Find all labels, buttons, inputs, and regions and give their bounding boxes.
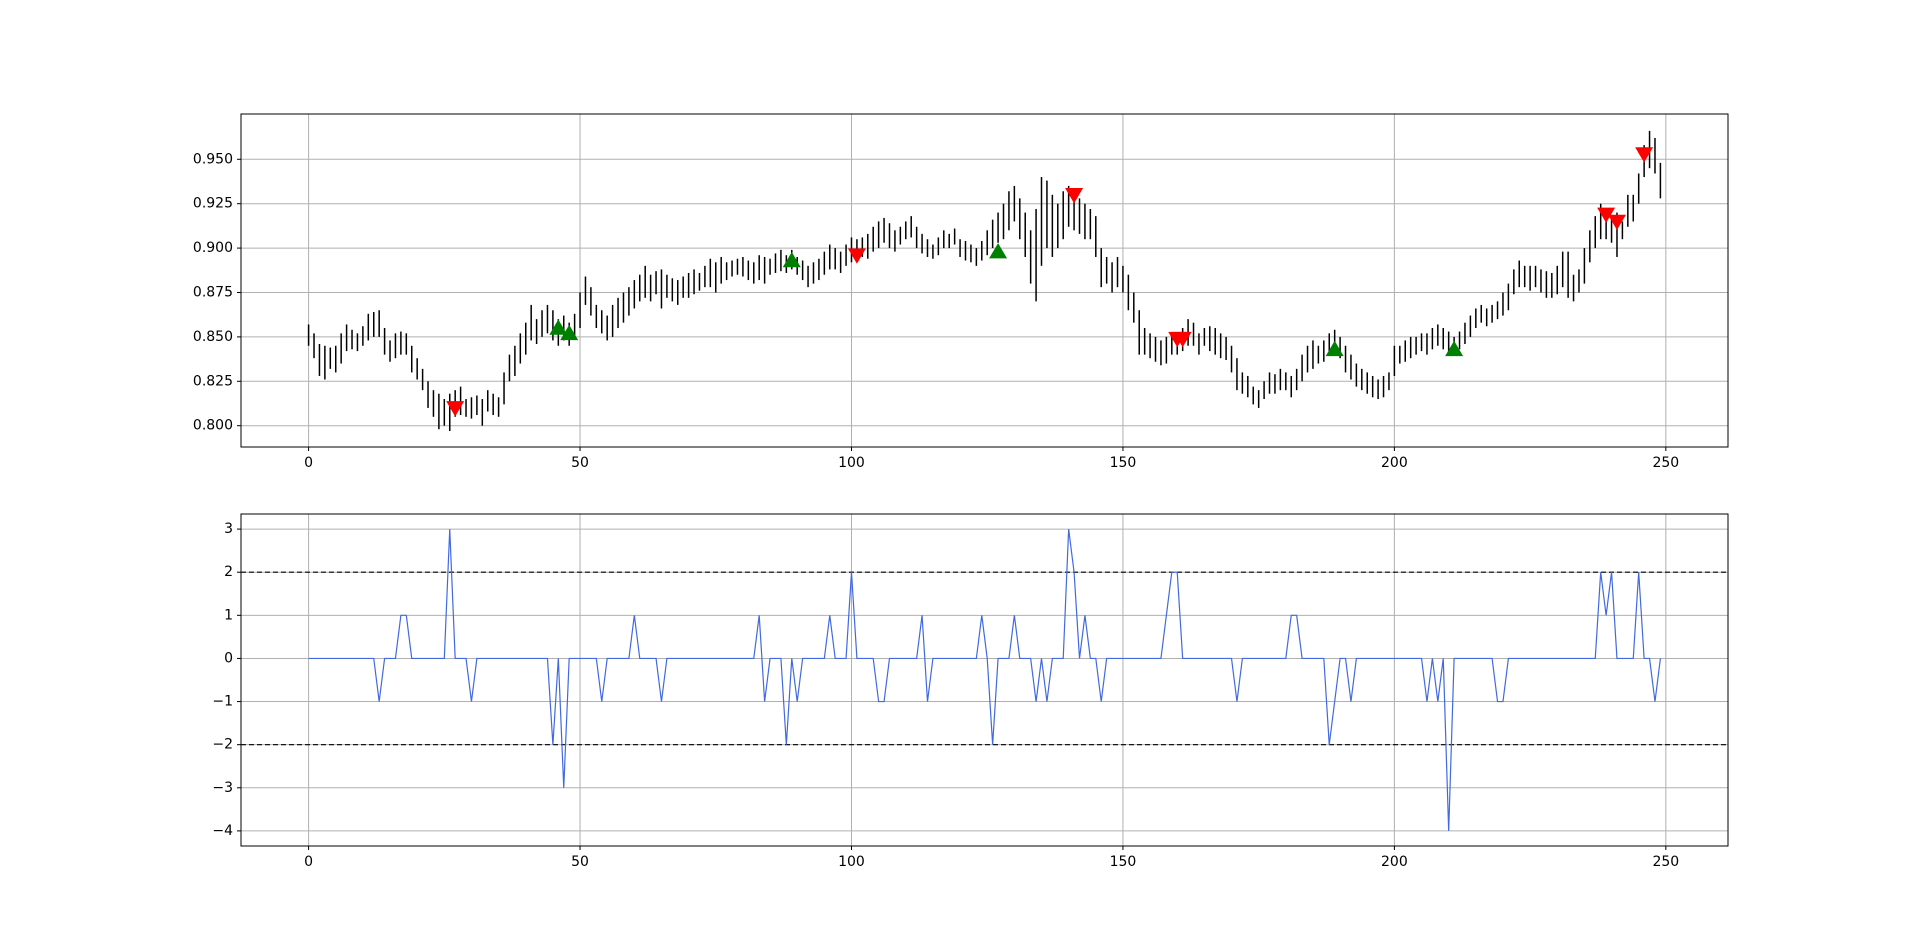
y-tick-label: 0.875 — [193, 284, 233, 300]
y-tick-label: 0.925 — [193, 196, 233, 212]
y-tick-label: 0.950 — [193, 151, 233, 167]
x-tick-label: 100 — [838, 854, 865, 870]
x-tick-label: 150 — [1110, 854, 1137, 870]
y-tick-label: −2 — [212, 737, 233, 753]
y-tick-label: 0 — [224, 650, 233, 666]
y-tick-label: 2 — [224, 564, 233, 580]
sell-marker — [847, 248, 866, 264]
x-tick-label: 150 — [1110, 455, 1137, 471]
x-tick-label: 0 — [304, 455, 313, 471]
y-tick-label: −4 — [212, 823, 233, 839]
buy-marker — [560, 324, 579, 341]
y-tick-label: −1 — [212, 694, 233, 710]
axes-frame — [240, 513, 1729, 847]
sell-marker — [1173, 331, 1192, 348]
indicator-line — [308, 529, 1662, 831]
sell-marker — [1597, 207, 1616, 223]
y-tick-label: 1 — [224, 607, 233, 623]
sell-marker — [1635, 147, 1654, 163]
x-tick-label: 50 — [571, 854, 589, 870]
y-tick-label: 0.850 — [193, 329, 233, 345]
x-tick-label: 200 — [1381, 455, 1408, 471]
sell-marker — [1607, 214, 1626, 230]
y-tick-label: 0.900 — [193, 240, 233, 256]
x-tick-label: 100 — [838, 455, 865, 471]
x-tick-label: 0 — [304, 854, 313, 870]
buy-marker — [549, 319, 568, 335]
y-tick-label: 3 — [224, 521, 233, 537]
y-tick-label: 0.800 — [193, 418, 233, 434]
sell-marker — [446, 401, 465, 417]
x-tick-label: 50 — [571, 455, 589, 471]
sell-marker — [1065, 188, 1084, 204]
y-tick-label: −3 — [212, 780, 233, 796]
buy-marker — [989, 243, 1008, 259]
x-tick-label: 200 — [1381, 854, 1408, 870]
y-tick-label: 0.825 — [193, 373, 233, 389]
buy-marker — [1445, 340, 1464, 357]
buy-marker — [782, 251, 801, 268]
buy-marker — [1325, 340, 1344, 357]
x-tick-label: 250 — [1652, 455, 1679, 471]
axes-frame — [240, 113, 1729, 448]
x-tick-label: 250 — [1652, 854, 1679, 870]
